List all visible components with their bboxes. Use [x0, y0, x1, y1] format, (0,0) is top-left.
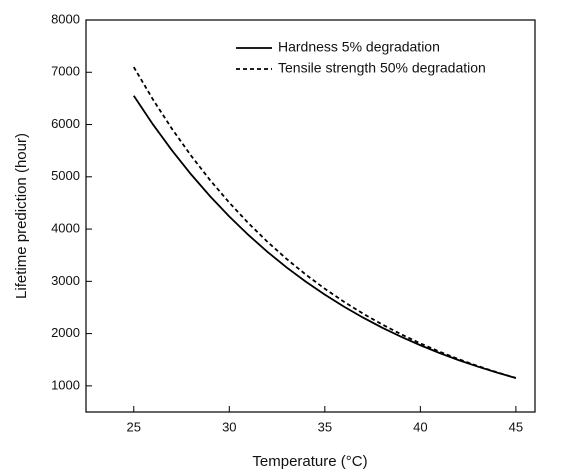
x-tick-label: 35: [318, 419, 332, 434]
x-tick-label: 45: [509, 419, 523, 434]
x-tick-label: 40: [413, 419, 427, 434]
y-tick-label: 5000: [51, 168, 80, 183]
y-tick-label: 6000: [51, 116, 80, 131]
legend-label: Hardness 5% degradation: [278, 39, 440, 55]
x-axis-title: Temperature (°C): [252, 453, 367, 470]
y-tick-label: 7000: [51, 64, 80, 79]
data-line: [132, 66, 517, 379]
x-tick-label: 25: [127, 419, 141, 434]
x-tick-label: 30: [222, 419, 236, 434]
y-tick-label: 3000: [51, 273, 80, 288]
plot-frame: [85, 19, 536, 413]
legend-label: Tensile strength 50% degradation: [278, 60, 486, 76]
y-axis-title: Lifetime prediction (hour): [13, 133, 30, 299]
y-tick-label: 8000: [51, 11, 80, 26]
y-tick-label: 4000: [51, 221, 80, 236]
data-line: [133, 95, 517, 379]
y-tick-label: 1000: [51, 377, 80, 392]
y-tick-label: 2000: [51, 325, 80, 340]
